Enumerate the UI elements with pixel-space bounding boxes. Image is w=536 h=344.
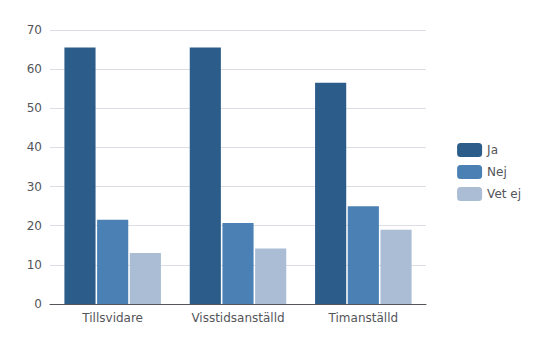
svg-text:Tillsvidare: Tillsvidare xyxy=(81,311,143,325)
svg-text:Timanställd: Timanställd xyxy=(328,311,399,325)
svg-text:60: 60 xyxy=(27,62,42,76)
svg-text:70: 70 xyxy=(27,23,42,37)
svg-text:10: 10 xyxy=(27,258,42,272)
svg-text:40: 40 xyxy=(27,140,42,154)
svg-text:30: 30 xyxy=(27,180,42,194)
svg-text:Ja: Ja xyxy=(486,143,498,157)
svg-text:0: 0 xyxy=(34,297,42,311)
svg-text:50: 50 xyxy=(27,101,42,115)
svg-text:Vet ej: Vet ej xyxy=(487,187,521,201)
svg-text:Nej: Nej xyxy=(487,165,507,179)
svg-text:Visstidsanställd: Visstidsanställd xyxy=(191,311,284,325)
svg-text:20: 20 xyxy=(27,219,42,233)
